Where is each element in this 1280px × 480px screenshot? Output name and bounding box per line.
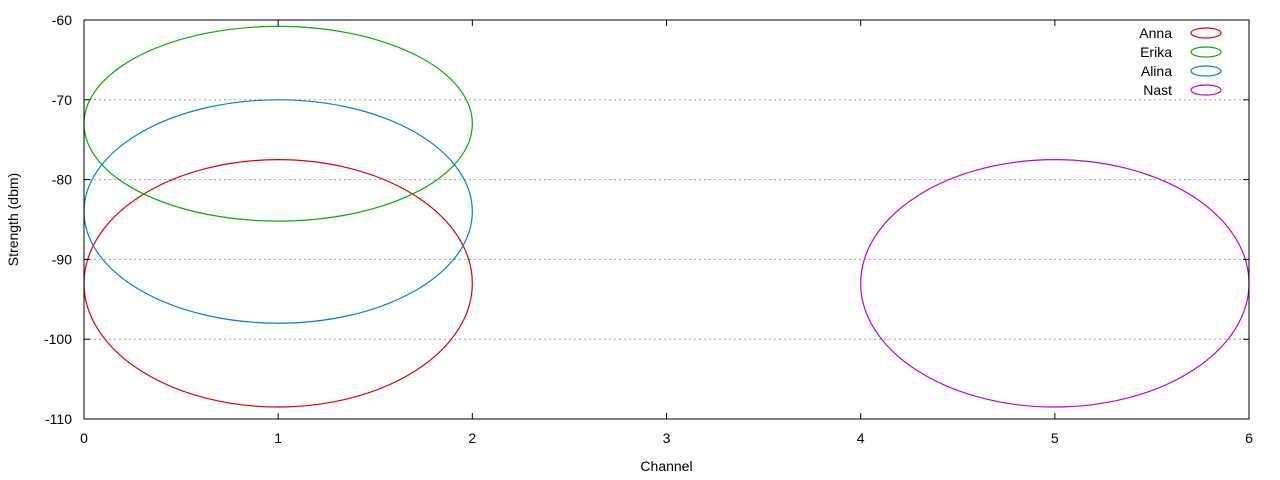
x-tick-label: 4 — [857, 430, 865, 446]
legend-swatch — [1190, 65, 1222, 77]
y-tick-label: -70 — [52, 92, 72, 108]
series-ellipse-anna — [83, 159, 473, 408]
legend-swatch — [1190, 27, 1222, 39]
y-tick-labels: -110 -100 -90 -80 -70 -60 — [44, 12, 72, 427]
x-tick-label: 1 — [274, 430, 282, 446]
x-tick-labels: 0 1 2 3 4 5 6 — [80, 430, 1253, 446]
x-axis-label: Channel — [640, 458, 692, 474]
x-tick-label: 0 — [80, 430, 88, 446]
legend-swatch — [1190, 46, 1222, 58]
legend-label: Nast — [1143, 82, 1172, 98]
axis-ticks — [83, 19, 1250, 420]
series-ellipse-nast — [860, 159, 1250, 408]
series-ellipse-alina — [83, 99, 473, 324]
y-tick-label: -110 — [45, 411, 72, 427]
plot-frame — [83, 19, 1250, 420]
y-tick-label: -100 — [44, 331, 72, 347]
plot-area — [83, 25, 1250, 408]
y-axis-label: Strength (dbm) — [5, 173, 21, 266]
y-tick-label: -60 — [52, 12, 72, 28]
legend-label: Erika — [1140, 44, 1172, 60]
legend-label: Anna — [1139, 25, 1172, 41]
x-tick-label: 2 — [468, 430, 476, 446]
x-tick-label: 5 — [1051, 430, 1059, 446]
y-tick-label: -90 — [52, 251, 72, 267]
legend: Anna Erika Alina Nast — [1139, 25, 1222, 98]
grid — [84, 99, 1249, 340]
series-ellipse-erika — [83, 25, 473, 222]
y-tick-label: -80 — [52, 172, 72, 188]
legend-swatch — [1190, 84, 1222, 96]
x-tick-label: 6 — [1245, 430, 1253, 446]
legend-label: Alina — [1141, 63, 1172, 79]
x-tick-label: 3 — [663, 430, 671, 446]
